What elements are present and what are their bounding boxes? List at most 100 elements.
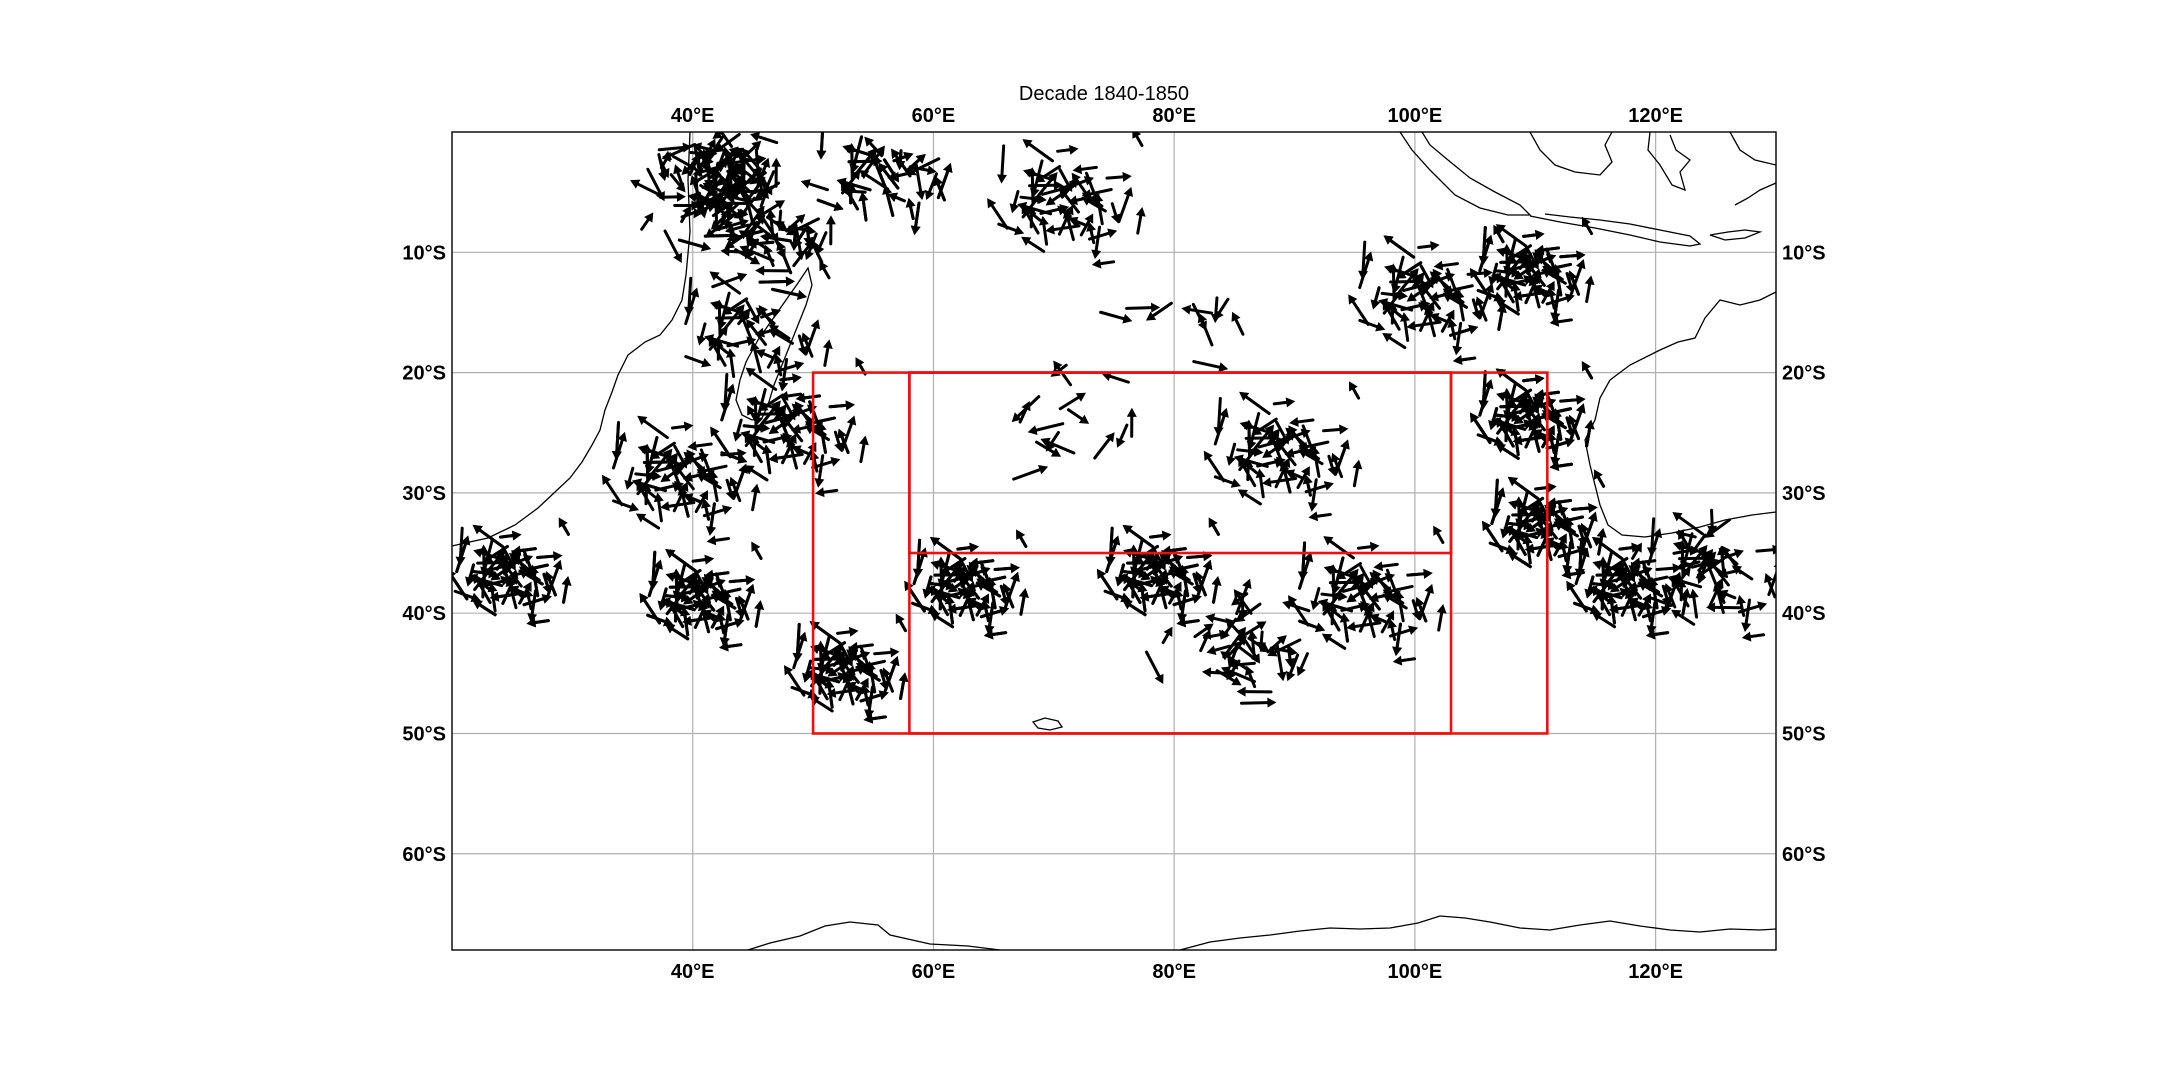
wind-vector [987,198,1009,230]
vector-field [452,132,1776,724]
wind-vector [1478,225,1489,266]
wind-vector [687,192,721,204]
wind-vector [1384,303,1403,318]
wind-vector [1125,577,1144,593]
wind-vector [762,444,773,475]
wind-vector [1397,268,1419,294]
wind-vector [660,501,696,512]
wind-vector [1648,576,1659,610]
wind-vector [1672,512,1704,536]
wind-vector [495,552,513,588]
wind-vector [1213,475,1241,488]
wind-vector [751,541,763,560]
wind-vector [1522,374,1545,385]
wind-vector [1501,388,1512,427]
wind-vector [683,583,713,605]
wind-vector [683,493,702,504]
wind-vector [1598,556,1609,595]
wind-vector [490,559,521,581]
wind-vector [1021,236,1046,253]
wind-vector [905,197,916,221]
wind-vector [1566,580,1588,613]
wind-vector [855,677,869,701]
wind-vector [1392,655,1417,666]
wind-vector [975,575,1007,587]
wind-vector [744,465,769,482]
wind-vector [956,542,979,553]
wind-vector [1545,437,1575,450]
wind-vector [768,452,804,464]
wind-vector [1534,244,1561,255]
wind-vector [1197,312,1214,347]
wind-vector [1490,487,1506,525]
wind-vector [1417,241,1440,251]
wind-vector [1584,419,1595,448]
wind-vector [1534,482,1557,493]
wind-vector [905,153,926,173]
wind-vector [792,631,808,670]
wind-vector [1045,224,1081,235]
wind-vector [993,563,1020,574]
wind-vector [1016,529,1028,548]
wind-vector [1507,476,1540,501]
wind-vector [1478,370,1489,410]
wind-vector [870,152,887,189]
wind-vector [1110,202,1121,224]
wind-vector [1009,190,1020,214]
wind-vector [1266,635,1287,654]
wind-vector [710,339,729,355]
wind-vector [624,466,635,490]
wind-vector [472,600,497,617]
wind-vector [1546,497,1573,508]
lat-tick-label-left: 10°S [402,242,446,264]
wind-vector [837,428,850,454]
wind-vector [701,577,722,595]
wind-vector [1559,394,1586,405]
new-guinea-coastline [1729,132,1776,166]
wind-vector [536,551,563,562]
wind-vector [803,223,814,247]
wind-vector [1571,503,1598,514]
wind-vector [1206,644,1232,656]
wind-vector [758,276,795,287]
wind-vector [752,168,772,194]
wind-vector [754,600,765,628]
wind-vector [1236,686,1273,697]
wind-vector [838,642,853,667]
wind-vector [1433,260,1459,271]
wind-vector [612,499,640,512]
wind-vector [1213,397,1224,437]
wind-vector [509,552,530,571]
wind-vector [887,192,906,203]
wind-vector [1056,144,1079,155]
wind-vector [1507,552,1532,569]
wind-vector [687,441,713,451]
wind-vector [1433,525,1445,544]
wind-vector [1245,665,1257,689]
wind-vector [737,595,750,621]
wind-vector [858,191,869,222]
wind-vector [665,548,697,573]
wind-vector [745,300,760,325]
wind-vector [1531,268,1554,279]
wind-vector [673,200,701,211]
wind-vector [1593,469,1606,488]
wind-vector [561,576,572,604]
wind-vector [1117,186,1133,224]
wind-vector [929,536,962,561]
tick-labels: 40°E 40°E 60°E 60°E 80°E 80°E 100°E 100°E 120°E 1… [402,105,1825,983]
wind-vector [640,212,654,231]
wind-vector [720,448,747,459]
wind-vector [1690,533,1707,556]
wind-vector [691,554,715,565]
wind-vector [755,265,792,276]
wind-vector [1452,321,1463,356]
wind-vector [669,173,686,193]
wind-vector [1233,589,1253,615]
wind-vector [833,430,844,453]
wind-vector [1535,253,1557,264]
wind-vector [1285,653,1300,682]
wind-vector [1126,557,1162,568]
wind-vector [1495,299,1520,316]
